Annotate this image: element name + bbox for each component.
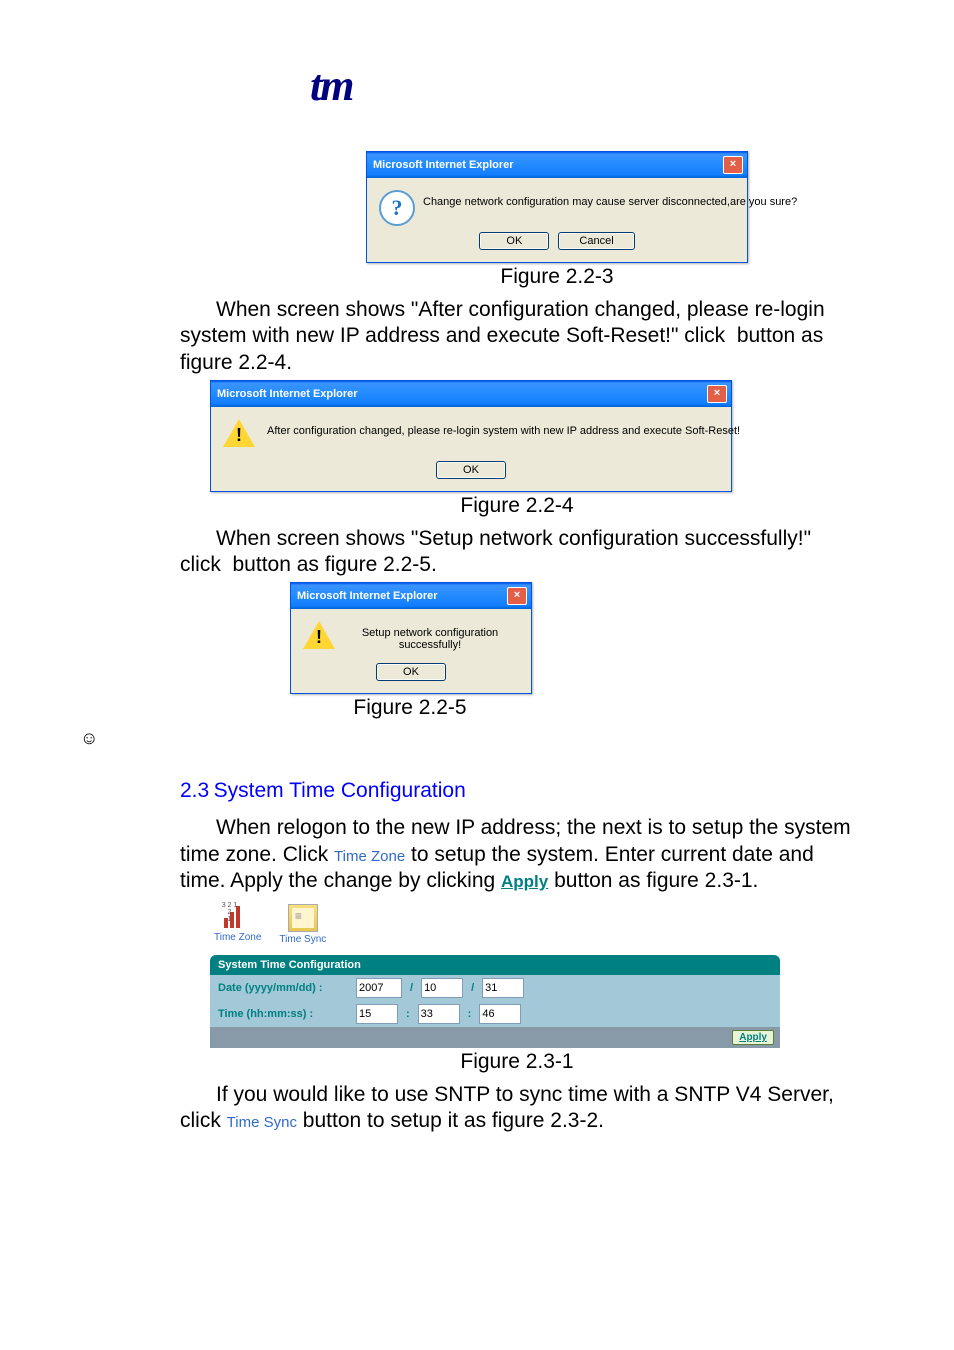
year-input[interactable]	[356, 978, 402, 998]
dialog-message: Change network configuration may cause s…	[423, 190, 797, 208]
logo: tm	[310, 60, 854, 111]
tab-label: Time Sync	[279, 934, 326, 945]
month-input[interactable]	[421, 978, 463, 998]
dialog-setup-success: Microsoft Internet Explorer × Setup netw…	[290, 582, 532, 694]
system-time-panel: 3 2 121 Time Zone Time Sync System Time …	[210, 898, 780, 1048]
panel-body: Date (yyyy/mm/dd) : / / Time (hh:mm:ss) …	[210, 975, 780, 1027]
second-input[interactable]	[479, 1004, 521, 1024]
day-input[interactable]	[482, 978, 524, 998]
panel-header: System Time Configuration	[210, 955, 780, 975]
date-sep: /	[471, 982, 474, 994]
close-icon[interactable]: ×	[507, 587, 527, 605]
figure-caption: Figure 2.2-4	[180, 494, 854, 518]
dialog-after-config: Microsoft Internet Explorer × After conf…	[210, 380, 732, 492]
dialog-title-text: Microsoft Internet Explorer	[373, 159, 514, 171]
dialog-confirm-network: Microsoft Internet Explorer × ? Change n…	[366, 151, 748, 263]
question-icon: ?	[379, 190, 411, 222]
dialog-titlebar: Microsoft Internet Explorer ×	[291, 583, 531, 609]
minute-input[interactable]	[418, 1004, 460, 1024]
cancel-button[interactable]: Cancel	[558, 232, 634, 250]
date-row: Date (yyyy/mm/dd) : / /	[210, 975, 780, 1001]
timesync-icon	[288, 904, 318, 932]
tab-label: Time Zone	[214, 932, 261, 943]
figure-caption: Figure 2.2-3	[260, 265, 854, 289]
logo-text: tm	[310, 61, 352, 110]
paragraph-4: If you would like to use SNTP to sync ti…	[180, 1082, 854, 1135]
apply-inline: Apply	[501, 872, 548, 891]
hour-input[interactable]	[356, 1004, 398, 1024]
time-sep: :	[406, 1008, 410, 1020]
figure-caption: Figure 2.2-5	[290, 696, 530, 720]
section-heading: 2.3 System Time Configuration	[180, 779, 854, 803]
date-label: Date (yyyy/mm/dd) :	[218, 982, 348, 994]
warning-icon	[303, 621, 335, 653]
paragraph-3: When relogon to the new IP address; the …	[180, 815, 854, 894]
timesync-link-inline: Time Sync	[227, 1114, 297, 1131]
panel-footer: Apply	[210, 1027, 780, 1048]
ok-button[interactable]: OK	[436, 461, 506, 479]
paragraph-2: When screen shows "Setup network configu…	[180, 526, 854, 579]
dialog-titlebar: Microsoft Internet Explorer ×	[367, 152, 747, 178]
tab-time-sync[interactable]: Time Sync	[279, 904, 326, 945]
ok-button[interactable]: OK	[376, 663, 446, 681]
time-row: Time (hh:mm:ss) : : :	[210, 1001, 780, 1027]
figure-caption: Figure 2.3-1	[180, 1050, 854, 1074]
close-icon[interactable]: ×	[723, 156, 743, 174]
dialog-title-text: Microsoft Internet Explorer	[297, 590, 438, 602]
tab-row: 3 2 121 Time Zone Time Sync	[210, 898, 780, 955]
smiley-icon: ☺	[80, 728, 98, 748]
ok-button[interactable]: OK	[479, 232, 549, 250]
close-icon[interactable]: ×	[707, 385, 727, 403]
timezone-link-inline: Time Zone	[334, 848, 405, 865]
dialog-message: Setup network configuration successfully…	[347, 621, 513, 651]
date-sep: /	[410, 982, 413, 994]
paragraph-1: When screen shows "After configuration c…	[180, 297, 854, 376]
apply-button[interactable]: Apply	[732, 1030, 774, 1045]
tab-time-zone[interactable]: 3 2 121 Time Zone	[214, 904, 261, 945]
timezone-icon: 3 2 121	[224, 904, 252, 930]
dialog-titlebar: Microsoft Internet Explorer ×	[211, 381, 731, 407]
time-sep: :	[468, 1008, 472, 1020]
time-label: Time (hh:mm:ss) :	[218, 1008, 348, 1020]
dialog-title-text: Microsoft Internet Explorer	[217, 388, 358, 400]
section-number: 2.3	[180, 779, 209, 802]
dialog-message: After configuration changed, please re-l…	[267, 419, 740, 437]
section-title: System Time Configuration	[214, 779, 466, 802]
warning-icon	[223, 419, 255, 451]
